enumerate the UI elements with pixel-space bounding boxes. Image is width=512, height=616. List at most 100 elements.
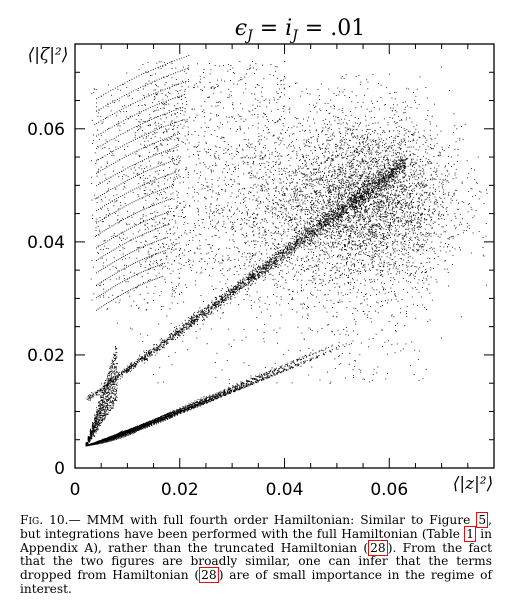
data-point — [212, 286, 213, 287]
data-point — [360, 248, 361, 249]
data-point — [321, 208, 322, 209]
data-point — [297, 200, 298, 201]
data-point — [398, 136, 399, 137]
scatter-points — [86, 55, 488, 446]
data-point — [445, 175, 446, 176]
data-point — [400, 197, 401, 198]
data-point — [412, 297, 413, 298]
data-point — [256, 208, 257, 209]
data-point — [294, 186, 295, 187]
data-point — [244, 222, 245, 223]
data-point — [342, 250, 343, 251]
data-point — [333, 116, 334, 117]
data-point — [325, 195, 326, 196]
data-point — [428, 110, 429, 111]
data-point — [342, 193, 343, 194]
data-point — [280, 270, 281, 271]
data-point — [354, 172, 355, 173]
data-point — [359, 214, 360, 215]
data-point — [340, 174, 341, 175]
data-point — [402, 270, 403, 271]
data-point — [358, 236, 359, 237]
data-point — [295, 230, 296, 231]
data-point — [364, 155, 365, 156]
data-point — [405, 244, 406, 245]
data-point — [303, 187, 304, 188]
data-point — [365, 240, 366, 241]
data-point — [393, 213, 394, 214]
data-point — [459, 138, 460, 139]
data-point — [404, 325, 405, 326]
data-point — [467, 227, 468, 228]
data-point — [361, 184, 362, 185]
data-point — [328, 151, 329, 152]
data-point — [371, 111, 372, 112]
data-point — [426, 219, 427, 220]
data-point — [293, 145, 294, 146]
data-point — [428, 146, 429, 147]
data-point — [356, 172, 357, 173]
data-point — [424, 136, 425, 137]
data-point — [362, 160, 363, 161]
data-point — [441, 67, 442, 68]
data-point — [256, 200, 257, 201]
data-point — [394, 291, 395, 292]
data-point — [322, 263, 323, 264]
data-point — [342, 148, 343, 149]
data-point — [384, 262, 385, 263]
data-point — [329, 153, 330, 154]
data-point — [359, 143, 360, 144]
data-point — [379, 210, 380, 211]
data-point — [399, 186, 400, 187]
data-point — [358, 182, 359, 183]
data-point — [261, 312, 262, 313]
data-point — [407, 273, 408, 274]
data-point — [432, 249, 433, 250]
data-point — [251, 300, 252, 301]
data-point — [239, 211, 240, 212]
data-point — [433, 178, 434, 179]
data-point — [243, 299, 244, 300]
data-point — [257, 192, 258, 193]
data-point — [357, 176, 358, 177]
data-point — [419, 104, 420, 105]
data-point — [474, 179, 475, 180]
data-point — [392, 155, 393, 156]
data-point — [422, 177, 423, 178]
data-point — [394, 279, 395, 280]
data-point — [337, 235, 338, 236]
data-point — [384, 237, 385, 238]
data-point — [334, 303, 335, 304]
data-point — [361, 236, 362, 237]
data-point — [244, 201, 245, 202]
data-point — [380, 241, 381, 242]
data-point — [320, 239, 321, 240]
data-point — [386, 87, 387, 88]
data-point — [389, 130, 390, 131]
data-point — [377, 226, 378, 227]
data-point — [297, 200, 298, 201]
data-point — [279, 217, 280, 218]
data-point — [347, 220, 348, 221]
data-point — [306, 228, 307, 229]
data-point — [388, 160, 389, 161]
data-point — [284, 229, 285, 230]
data-point — [293, 179, 294, 180]
data-point — [306, 155, 307, 156]
data-point — [359, 180, 360, 181]
data-point — [332, 331, 333, 332]
data-point — [341, 242, 342, 243]
data-point — [318, 179, 319, 180]
data-point — [419, 219, 420, 220]
data-point — [266, 253, 267, 254]
data-point — [307, 221, 308, 222]
data-point — [410, 237, 411, 238]
data-point — [264, 324, 265, 325]
data-point — [344, 119, 345, 120]
data-point — [334, 173, 335, 174]
data-point — [414, 176, 415, 177]
data-point — [383, 130, 384, 131]
data-point — [419, 202, 420, 203]
data-point — [430, 217, 431, 218]
data-point — [440, 246, 441, 247]
